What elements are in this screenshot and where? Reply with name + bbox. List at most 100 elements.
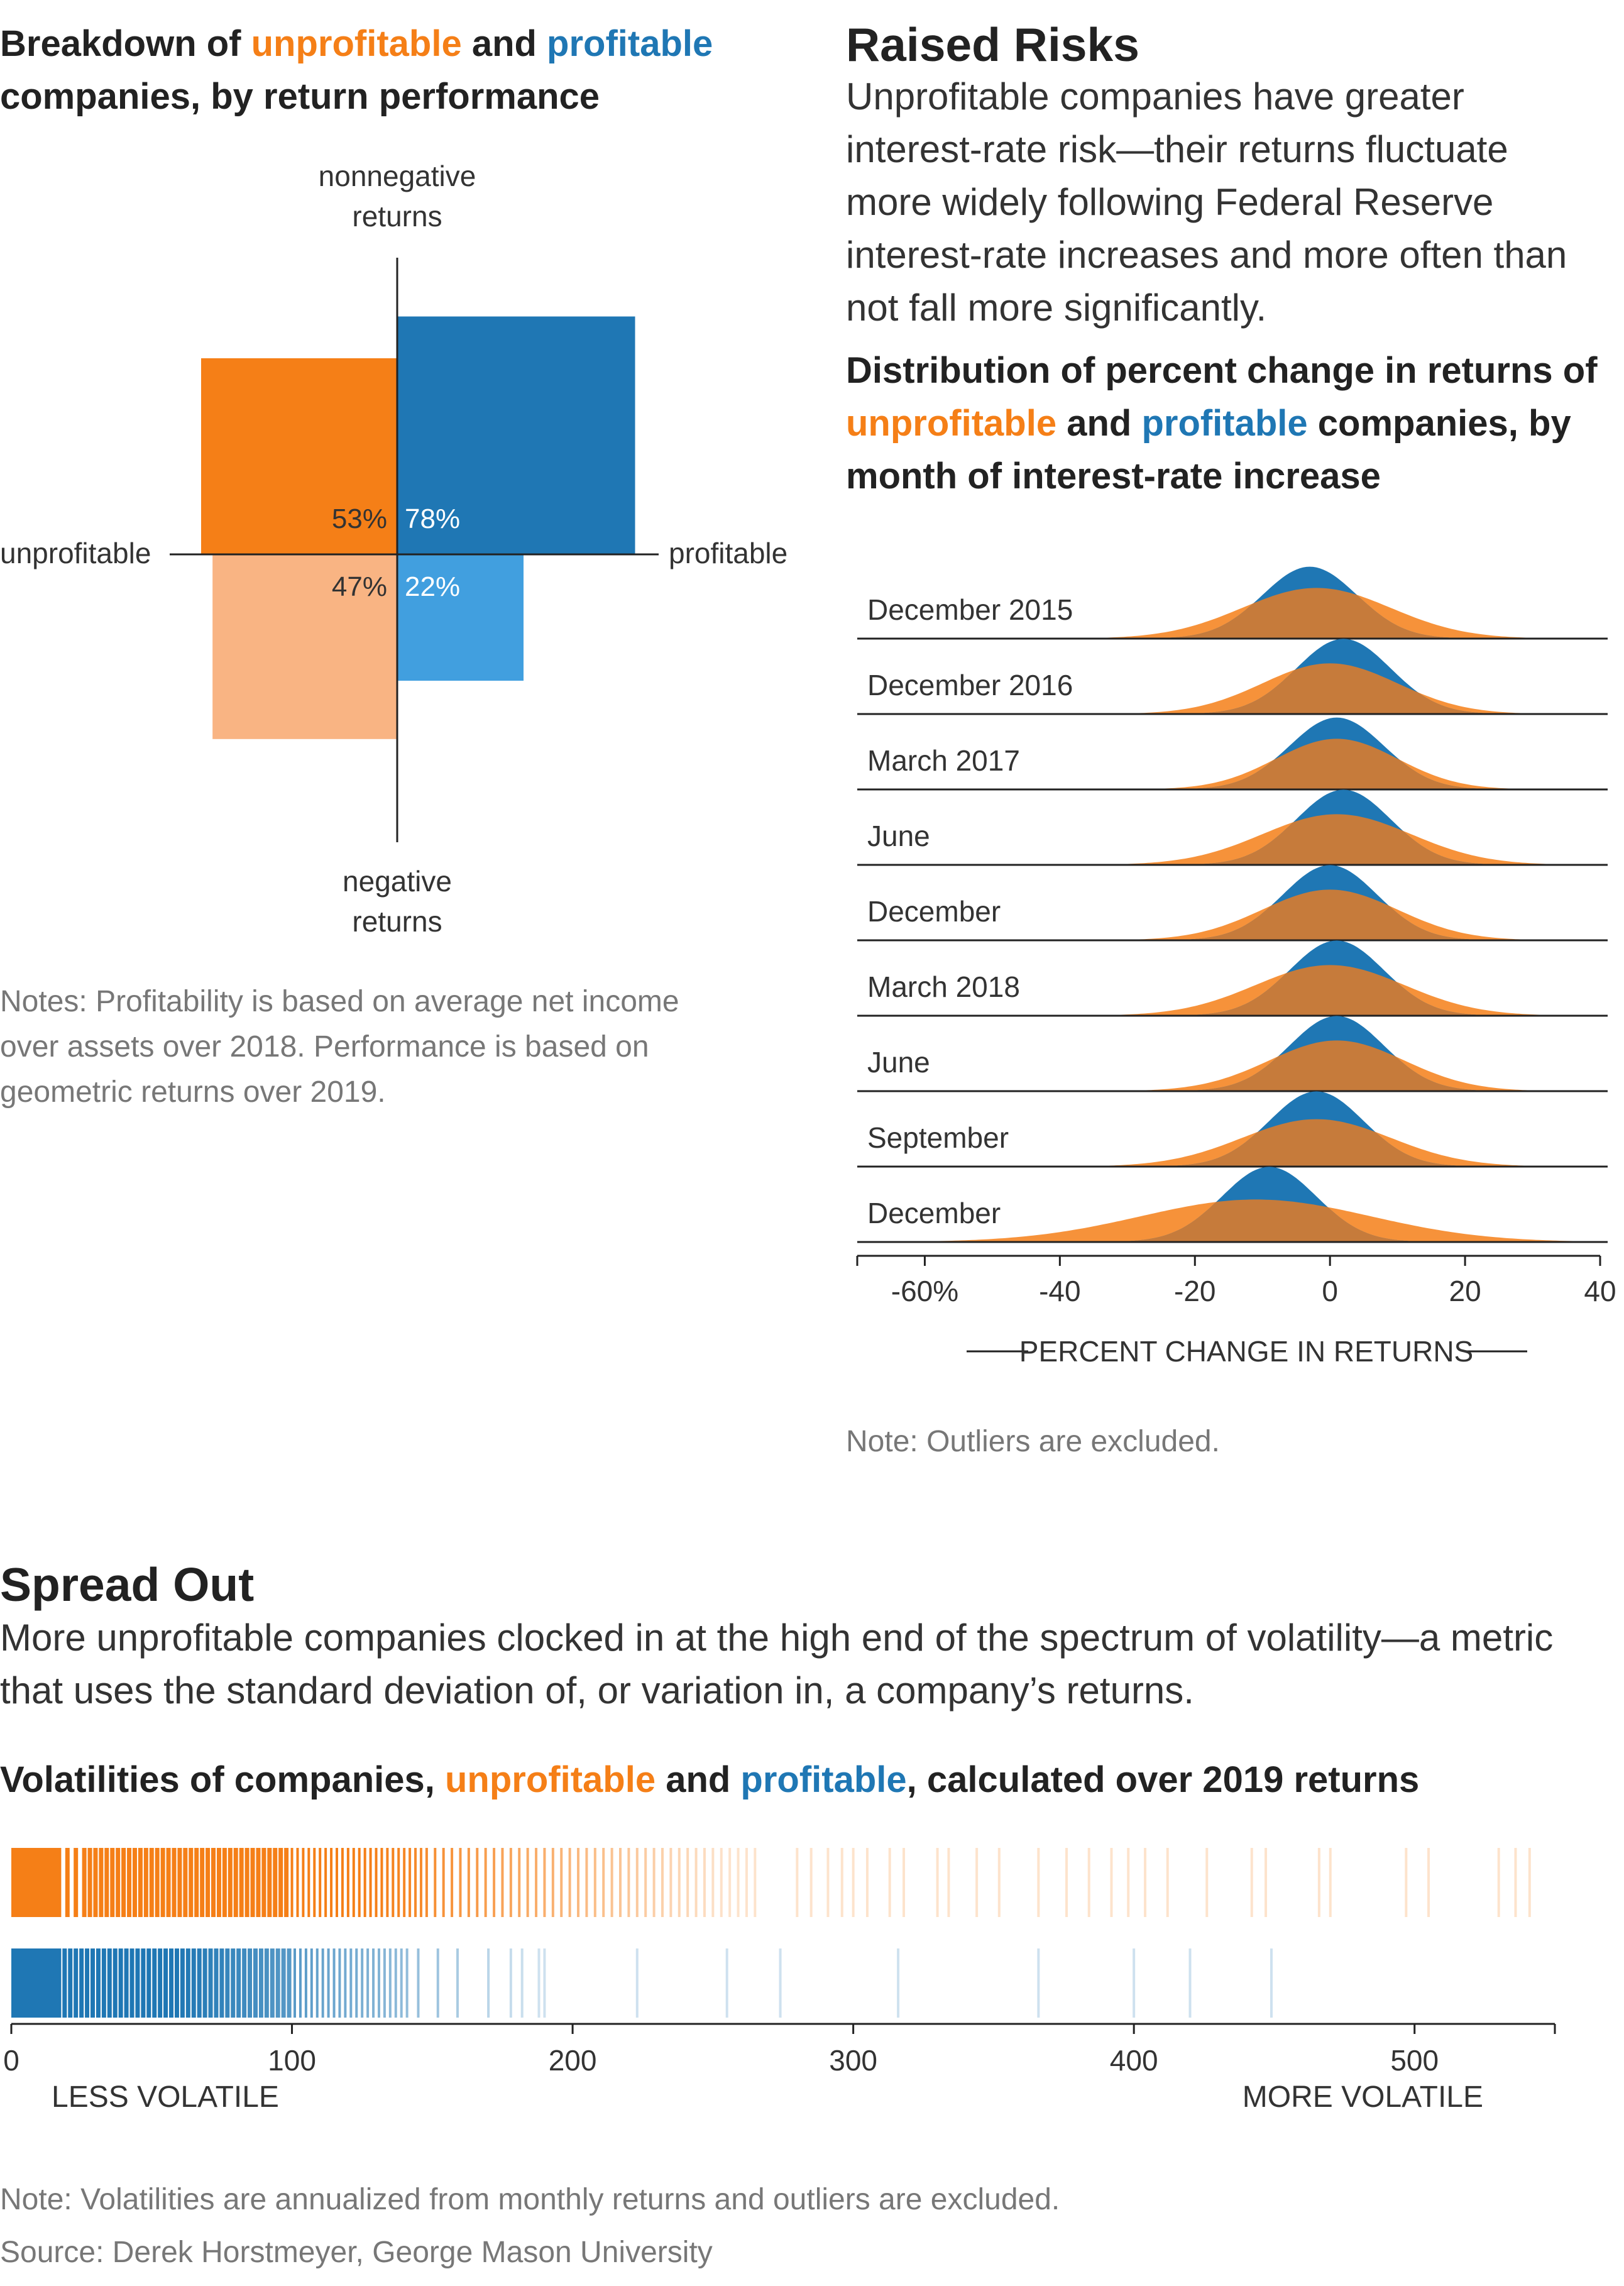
- unprofitable-tick-31: [239, 1848, 244, 1917]
- unprofitable-tick-124: [1250, 1848, 1253, 1917]
- spread-note: Note: Volatilities are annualized from m…: [0, 2183, 1060, 2216]
- unprofitable-tick-97: [703, 1848, 706, 1917]
- profitable-tick-75: [1037, 1948, 1040, 2018]
- breakdown-title: Breakdown of unprofitable and profitable…: [0, 18, 792, 123]
- profitable-tick-26: [202, 1948, 207, 2018]
- spread-subtitle: Volatilities of companies, unprofitable …: [0, 1754, 1624, 1806]
- ridge-x-tick-label-0: -60%: [891, 1275, 958, 1307]
- ridge-unprofitable-0: [857, 588, 1600, 639]
- ridge-row-label-7: September: [867, 1121, 1009, 1154]
- unprofitable-tick-79: [551, 1848, 554, 1917]
- bar-profitable-negative: [397, 554, 524, 681]
- ridge-x-tick-label-5: 40: [1584, 1275, 1616, 1307]
- ridge-row-label-3: June: [867, 820, 930, 852]
- unprofitable-tick-47: [330, 1848, 333, 1917]
- profitable-tick-48: [327, 1948, 330, 2018]
- unprofitable-tick-17: [160, 1848, 165, 1917]
- ridge-x-tick-label-4: 20: [1449, 1275, 1481, 1307]
- unprofitable-tick-99: [720, 1848, 723, 1917]
- spread-subtitle-suffix: , calculated over 2019 returns: [906, 1759, 1420, 1800]
- profitable-tick-16: [146, 1948, 151, 2018]
- unprofitable-tick-92: [661, 1848, 664, 1917]
- unprofitable-tick-106: [826, 1848, 830, 1917]
- risks-subtitle: Distribution of percent change in return…: [846, 344, 1623, 503]
- unprofitable-tick-72: [493, 1848, 496, 1917]
- risks-note: Note: Outliers are excluded.: [846, 1425, 1220, 1458]
- profitable-tick-64: [436, 1948, 439, 2018]
- unprofitable-tick-48: [335, 1848, 338, 1917]
- unprofitable-tick-23: [194, 1848, 199, 1917]
- unprofitable-tick-62: [414, 1848, 417, 1917]
- profitable-tick-76: [1133, 1948, 1136, 2018]
- unprofitable-tick-14: [143, 1848, 148, 1917]
- unprofitable-tick-109: [865, 1848, 869, 1917]
- unprofitable-tick-88: [627, 1848, 630, 1917]
- profitable-tick-28: [214, 1948, 219, 2018]
- profitable-tick-13: [129, 1948, 134, 2018]
- spread-title: Spread Out: [0, 1558, 255, 1611]
- risks-subtitle-unprofitable: unprofitable: [846, 403, 1057, 444]
- breakdown-note: Notes: Profitability is based on average…: [0, 979, 804, 1115]
- spread-deck-line1: More unprofitable companies clocked in a…: [0, 1617, 1554, 1659]
- profitable-tick-41: [287, 1948, 292, 2018]
- unprofitable-tick-43: [307, 1848, 310, 1917]
- profitable-tick-30: [225, 1948, 230, 2018]
- spread-deck: More unprofitable companies clocked in a…: [0, 1612, 1624, 1717]
- profitable-tick-62: [405, 1948, 409, 2018]
- unprofitable-tick-60: [403, 1848, 406, 1917]
- profitable-tick-29: [219, 1948, 224, 2018]
- unprofitable-tick-107: [840, 1848, 843, 1917]
- profitable-tick-22: [180, 1948, 185, 2018]
- unprofitable-tick-94: [678, 1848, 681, 1917]
- unprofitable-tick-5: [93, 1848, 98, 1917]
- unprofitable-tick-73: [501, 1848, 504, 1917]
- unprofitable-tick-108: [852, 1848, 855, 1917]
- ridge-x-tick-label-1: -40: [1039, 1275, 1080, 1307]
- unprofitable-tick-7: [104, 1848, 109, 1917]
- unprofitable-tick-37: [273, 1848, 278, 1917]
- profitable-tick-59: [388, 1948, 392, 2018]
- ridge-overlap-3: [857, 814, 1600, 865]
- profitable-tick-56: [372, 1948, 375, 2018]
- unprofitable-tick-1: [65, 1848, 70, 1917]
- ridge-row-label-1: December 2016: [867, 669, 1073, 701]
- unprofitable-tick-76: [526, 1848, 529, 1917]
- unprofitable-tick-115: [997, 1848, 1001, 1917]
- unprofitable-tick-101: [737, 1848, 740, 1917]
- unprofitable-tick-120: [1127, 1848, 1130, 1917]
- unprofitable-tick-95: [686, 1848, 689, 1917]
- ridgeline-chart: December 2015 December 2016 March 2017 June…: [856, 566, 1616, 1368]
- profitable-tick-53: [355, 1948, 358, 2018]
- unprofitable-strip: [11, 1848, 1531, 1917]
- unprofitable-tick-18: [166, 1848, 171, 1917]
- profitable-tick-12: [124, 1948, 129, 2018]
- unprofitable-tick-49: [341, 1848, 344, 1917]
- unprofitable-tick-121: [1144, 1848, 1147, 1917]
- more-volatile-label: MORE VOLATILE: [1243, 2080, 1483, 2114]
- profitable-tick-2: [68, 1948, 73, 2018]
- unprofitable-tick-26: [211, 1848, 216, 1917]
- profitable-tick-60: [394, 1948, 397, 2018]
- risks-deck-line3: more widely following Federal Reserve: [846, 181, 1494, 223]
- profitable-tick-66: [487, 1948, 490, 2018]
- unprofitable-tick-29: [228, 1848, 233, 1917]
- profitable-tick-25: [197, 1948, 202, 2018]
- unprofitable-tick-112: [936, 1848, 939, 1917]
- unprofitable-tick-0: [57, 1848, 62, 1917]
- unprofitable-tick-80: [560, 1848, 563, 1917]
- risks-deck: Unprofitable companies have greater inte…: [846, 70, 1619, 334]
- profitable-tick-44: [304, 1948, 307, 2018]
- ridge-unprofitable-6: [857, 1040, 1600, 1091]
- profitable-tick-7: [96, 1948, 101, 2018]
- breakdown-note-line1: Notes: Profitability is based on average…: [0, 985, 679, 1018]
- unprofitable-tick-77: [535, 1848, 538, 1917]
- ridge-row-label-8: December: [867, 1197, 1001, 1229]
- strip-x-tick-label-3: 300: [829, 2044, 877, 2077]
- label-profitable-negative: 22%: [405, 571, 460, 602]
- breakdown-title-line2: companies, by return performance: [0, 76, 600, 117]
- unprofitable-tick-100: [728, 1848, 732, 1917]
- risks-subtitle-suffix: companies, by: [1307, 403, 1571, 444]
- ridge-unprofitable-3: [857, 814, 1600, 865]
- axis-bottom-label-1: negative: [343, 865, 452, 898]
- unprofitable-tick-116: [1037, 1848, 1040, 1917]
